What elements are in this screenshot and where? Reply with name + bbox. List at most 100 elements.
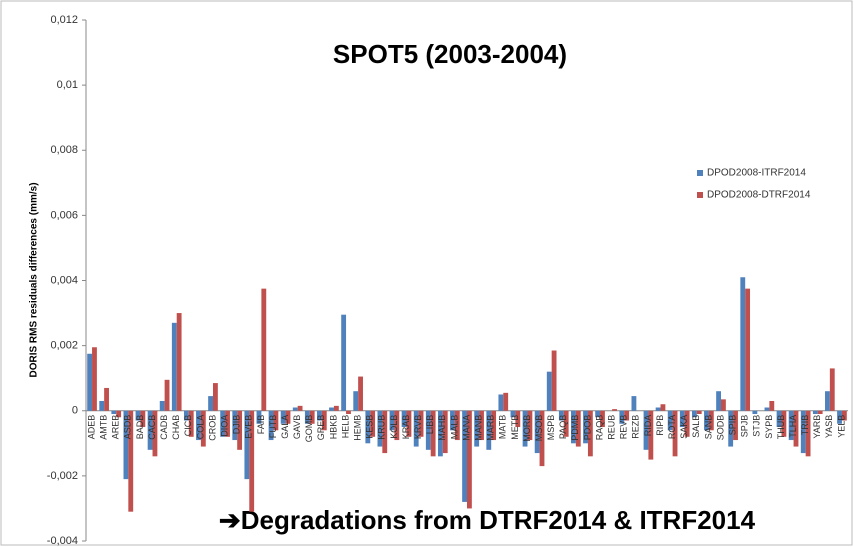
- bar: [382, 410, 388, 454]
- bar: [563, 410, 569, 437]
- bar: [841, 410, 847, 421]
- bar: [256, 410, 262, 424]
- bar: [297, 405, 303, 411]
- bar: [769, 400, 775, 411]
- bar: [135, 410, 141, 421]
- x-tick-label: LIBB: [425, 415, 435, 435]
- bar: [740, 277, 746, 411]
- y-tick-label: -0,002: [47, 470, 78, 482]
- bar: [467, 410, 472, 509]
- x-tick-label: AREB: [111, 415, 121, 440]
- x-tick-label: MANB: [473, 415, 483, 441]
- x-tick-label: DIOA: [219, 415, 229, 437]
- bar: [317, 410, 322, 421]
- x-tick-label: YARB: [812, 415, 822, 439]
- legend-label: DPOD2008-ITRF2014: [707, 168, 806, 179]
- x-tick-label: GREB: [316, 415, 326, 441]
- bar: [176, 313, 182, 411]
- x-tick-label: MATB: [498, 415, 508, 439]
- bar: [249, 410, 255, 512]
- bar: [99, 400, 105, 411]
- bar: [152, 410, 158, 457]
- x-tick-label: GAVB: [292, 415, 302, 439]
- bar: [188, 410, 194, 437]
- bar: [667, 410, 673, 431]
- bar: [486, 410, 492, 450]
- x-tick-label: GALA: [280, 415, 290, 439]
- bar: [437, 410, 443, 457]
- bar: [805, 410, 811, 457]
- bar: [442, 410, 448, 454]
- x-tick-label: REUB: [607, 415, 617, 440]
- bar: [655, 407, 661, 411]
- legend-swatch: [697, 170, 703, 176]
- bar: [164, 379, 170, 411]
- legend-swatch: [697, 192, 703, 198]
- bar: [825, 391, 830, 411]
- bar: [292, 407, 298, 411]
- x-tick-label: CADB: [159, 415, 169, 440]
- bar: [733, 410, 738, 441]
- bar: [140, 410, 146, 428]
- x-tick-label: KESB: [365, 415, 375, 439]
- chart-title: SPOT5 (2003-2004): [333, 39, 567, 69]
- bar: [546, 371, 552, 411]
- bar: [389, 410, 395, 431]
- bar: [728, 410, 734, 447]
- bar: [208, 396, 213, 411]
- x-tick-label: PDOB: [582, 415, 592, 441]
- x-tick-label: RIDA: [643, 415, 653, 437]
- bar: [454, 410, 460, 441]
- y-tick-label: 0,008: [50, 144, 78, 156]
- bar: [280, 410, 286, 424]
- x-tick-label: GOMB: [304, 415, 314, 443]
- bar: [684, 410, 690, 437]
- x-tick-label: YASB: [824, 415, 834, 438]
- bar: [721, 399, 726, 411]
- bar: [716, 391, 721, 411]
- bar: [309, 410, 315, 424]
- bar: [745, 288, 751, 411]
- bar: [515, 410, 521, 428]
- y-tick-label: 0: [72, 405, 78, 417]
- bar: [462, 410, 467, 502]
- y-tick-label: 0,006: [50, 209, 78, 221]
- bar: [503, 392, 509, 411]
- bar: [829, 368, 835, 411]
- x-tick-label: CHAB: [171, 415, 181, 440]
- bar: [268, 410, 274, 441]
- bar: [571, 410, 576, 444]
- bar: [232, 410, 238, 441]
- x-tick-label: ASDB: [123, 415, 133, 440]
- bar: [672, 410, 678, 457]
- x-tick-label: TRIB: [800, 415, 810, 436]
- x-tick-label: SYPB: [764, 415, 774, 439]
- bar: [558, 410, 564, 421]
- bar: [474, 410, 480, 447]
- x-tick-label: SPJB: [740, 415, 750, 438]
- bar: [123, 410, 129, 480]
- bar: [225, 410, 230, 437]
- bar: [244, 410, 250, 480]
- legend-label: DPOD2008-DTRF2014: [707, 190, 811, 201]
- x-tick-label: HEMB: [353, 415, 363, 441]
- bar: [450, 410, 455, 431]
- bar: [377, 410, 383, 447]
- bar: [776, 410, 782, 428]
- x-tick-label: CICB: [183, 415, 193, 437]
- bar: [220, 410, 226, 437]
- bar: [285, 410, 291, 424]
- bar: [752, 410, 758, 415]
- bar: [128, 410, 134, 512]
- bar: [358, 376, 363, 411]
- x-tick-label: TLHA: [788, 415, 798, 438]
- bar: [418, 410, 424, 437]
- bar: [111, 410, 117, 415]
- x-tick-label: ROTA: [667, 415, 677, 439]
- x-tick-label: KRVB: [413, 415, 423, 439]
- bar: [104, 387, 109, 411]
- x-tick-label: RIPB: [655, 415, 665, 436]
- x-tick-label: KRAB: [401, 415, 411, 440]
- bar: [329, 407, 334, 411]
- bar: [333, 405, 339, 411]
